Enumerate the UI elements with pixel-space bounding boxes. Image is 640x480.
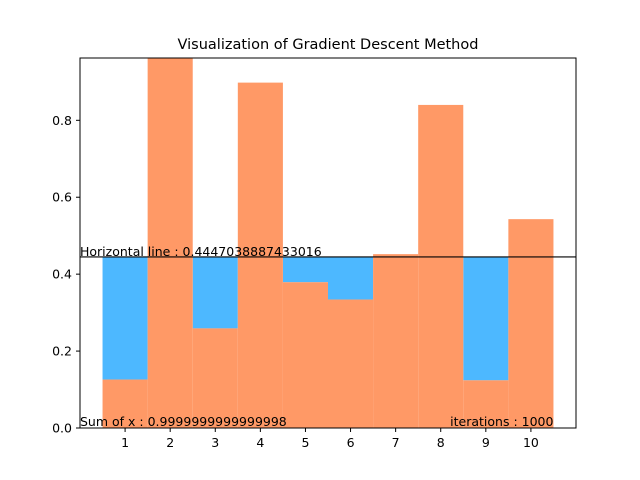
gap-bar-5 (282, 256, 328, 283)
x-tick-label: 8 (437, 435, 445, 450)
gap-bar-3 (192, 256, 238, 329)
horizontal-line-label: Horizontal line : 0.4447038887433016 (80, 244, 322, 259)
gap-bars (102, 256, 509, 381)
gap-bar-1 (102, 256, 148, 380)
bar-6 (328, 299, 374, 428)
gap-bar-9 (463, 256, 509, 381)
x-tick-label: 9 (482, 435, 490, 450)
bar-1 (102, 379, 148, 428)
bar-4 (237, 82, 283, 428)
axes-frame (79, 57, 577, 429)
y-tick-label: 0.2 (52, 344, 72, 359)
y-tick-label: 0.4 (52, 267, 72, 282)
iterations-label: iterations : 1000 (450, 414, 553, 429)
bar-5 (282, 282, 328, 428)
value-bars (102, 58, 554, 428)
chart-title: Visualization of Gradient Descent Method (178, 37, 479, 53)
bar-10 (508, 219, 554, 428)
x-tick-label: 4 (256, 435, 264, 450)
gap-bar-6 (328, 256, 374, 300)
x-tick-label: 2 (166, 435, 174, 450)
y-axis-ticks: 0.0 0.2 0.4 0.6 0.8 (52, 113, 80, 436)
x-tick-label: 6 (347, 435, 355, 450)
x-tick-label: 1 (121, 435, 129, 450)
y-tick-label: 0.6 (52, 190, 72, 205)
x-axis-ticks: 1 2 3 4 5 6 7 8 9 10 (121, 428, 539, 450)
y-tick-label: 0.8 (52, 113, 72, 128)
bar-7 (373, 254, 419, 428)
x-tick-label: 5 (301, 435, 309, 450)
x-tick-label: 10 (523, 435, 539, 450)
bar-2 (147, 58, 193, 428)
x-tick-label: 3 (211, 435, 219, 450)
bar-8 (418, 104, 464, 428)
sum-of-x-label: Sum of x : 0.9999999999999998 (80, 414, 287, 429)
y-tick-label: 0.0 (52, 421, 72, 436)
bar-9 (463, 380, 509, 428)
bar-3 (192, 328, 238, 428)
x-tick-label: 7 (392, 435, 400, 450)
